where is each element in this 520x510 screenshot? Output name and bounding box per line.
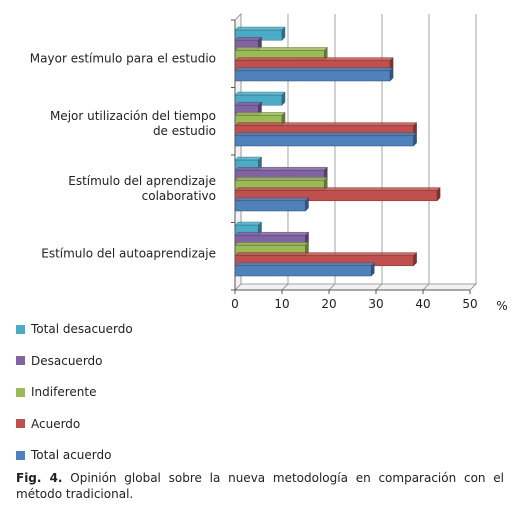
- bar-side: [305, 197, 309, 212]
- bar-side: [371, 262, 375, 277]
- bar: [234, 132, 418, 147]
- gridline-floor: [234, 283, 242, 291]
- legend-item: Total desacuerdo: [16, 321, 133, 337]
- x-tick-label: 20: [321, 297, 336, 311]
- bar-top: [234, 26, 286, 31]
- bar-side: [413, 252, 417, 267]
- bar-top: [234, 112, 286, 116]
- bar: [234, 166, 328, 181]
- bar-top: [234, 57, 394, 61]
- legend-swatch: [16, 419, 25, 428]
- x-tick-label: 50: [462, 297, 477, 311]
- bar-side: [281, 91, 286, 106]
- bar-front: [234, 265, 372, 277]
- legend-swatch: [16, 450, 25, 460]
- category-label: Estímulo del autoaprendizaje: [41, 247, 216, 261]
- bar-front: [234, 70, 391, 82]
- bar: [234, 36, 262, 51]
- gridline-floor: [375, 283, 383, 291]
- gridline-floor: [281, 283, 289, 291]
- category-label-line: colaborativo: [142, 189, 216, 203]
- axis-layer: Mayor estímulo para el estudio Mejor util…: [30, 19, 508, 313]
- legend-label: Total acuerdo: [31, 448, 112, 462]
- bar-side: [413, 132, 417, 147]
- category-label: Mejor utilización del tiempo de estudio: [50, 109, 216, 138]
- bar: [234, 231, 309, 246]
- bar-top: [234, 132, 418, 137]
- bar: [234, 176, 328, 192]
- bar-top: [234, 47, 328, 51]
- bars-layer: [234, 26, 441, 277]
- bar: [234, 101, 262, 116]
- x-tick-label: 40: [415, 297, 430, 311]
- category-label: Mayor estímulo para el estudio: [30, 52, 216, 66]
- bar-top: [234, 197, 309, 202]
- legend-item: Indiferente: [16, 384, 96, 400]
- legend-item: Total acuerdo: [16, 447, 111, 463]
- bar-chart: Mayor estímulo para el estudio Mejor util…: [30, 13, 508, 313]
- bar-side: [281, 26, 286, 41]
- floor: [234, 283, 477, 291]
- bar-top: [234, 156, 262, 161]
- legend-label: Desacuerdo: [31, 353, 103, 368]
- bar-top: [234, 221, 262, 226]
- category-label-line: de estudio: [153, 124, 216, 138]
- legend-label: Acuerdo: [31, 416, 81, 431]
- x-axis-label: %: [496, 299, 507, 313]
- legend-label: Total desacuerdo: [31, 322, 133, 336]
- x-tick-label: 0: [231, 297, 239, 311]
- bar-top: [234, 252, 418, 256]
- gridline-floor: [422, 283, 430, 291]
- category-label-line: Estímulo del aprendizaje: [68, 174, 216, 188]
- bar-top: [234, 242, 309, 246]
- bar: [234, 111, 286, 127]
- bar: [234, 26, 286, 41]
- bar-top: [234, 67, 394, 72]
- x-tick-label: 10: [274, 297, 289, 311]
- bar-top: [234, 187, 441, 191]
- bar: [234, 67, 394, 82]
- bar-top: [234, 262, 375, 266]
- bar-front: [234, 135, 414, 147]
- legend-swatch: [16, 324, 25, 334]
- bar-front: [234, 200, 306, 212]
- bar-top: [234, 166, 328, 171]
- legend-swatch: [16, 356, 25, 365]
- figure-caption: Fig. 4. Opinión global sobre la nueva me…: [16, 470, 504, 502]
- bar-top: [234, 91, 286, 96]
- category-label-line: Mayor estímulo para el estudio: [30, 52, 216, 66]
- legend-item: Acuerdo: [16, 416, 80, 432]
- category-label-line: Mejor utilización del tiempo: [50, 109, 216, 123]
- bar-top: [234, 231, 309, 236]
- bar-top: [234, 101, 262, 106]
- category-label-line: Estímulo del autoaprendizaje: [41, 247, 216, 261]
- gridline-floor: [328, 283, 336, 291]
- legend-item: Desacuerdo: [16, 353, 103, 369]
- gridline-floor: [469, 283, 477, 291]
- bar: [234, 122, 418, 137]
- bar: [234, 262, 375, 277]
- caption-text: Opinión global sobre la nueva metodologí…: [16, 471, 504, 501]
- bar-top: [234, 37, 262, 41]
- bar-top: [234, 177, 328, 181]
- category-label: Estímulo del aprendizaje colaborativo: [68, 174, 216, 203]
- x-tick-label: 30: [368, 297, 383, 311]
- bar-top: [234, 122, 418, 126]
- caption-label: Fig. 4.: [16, 471, 63, 485]
- bar: [234, 197, 309, 212]
- bar-side: [436, 187, 441, 202]
- bar-side: [389, 67, 394, 82]
- legend-label: Indiferente: [31, 385, 97, 399]
- legend-swatch: [16, 387, 25, 397]
